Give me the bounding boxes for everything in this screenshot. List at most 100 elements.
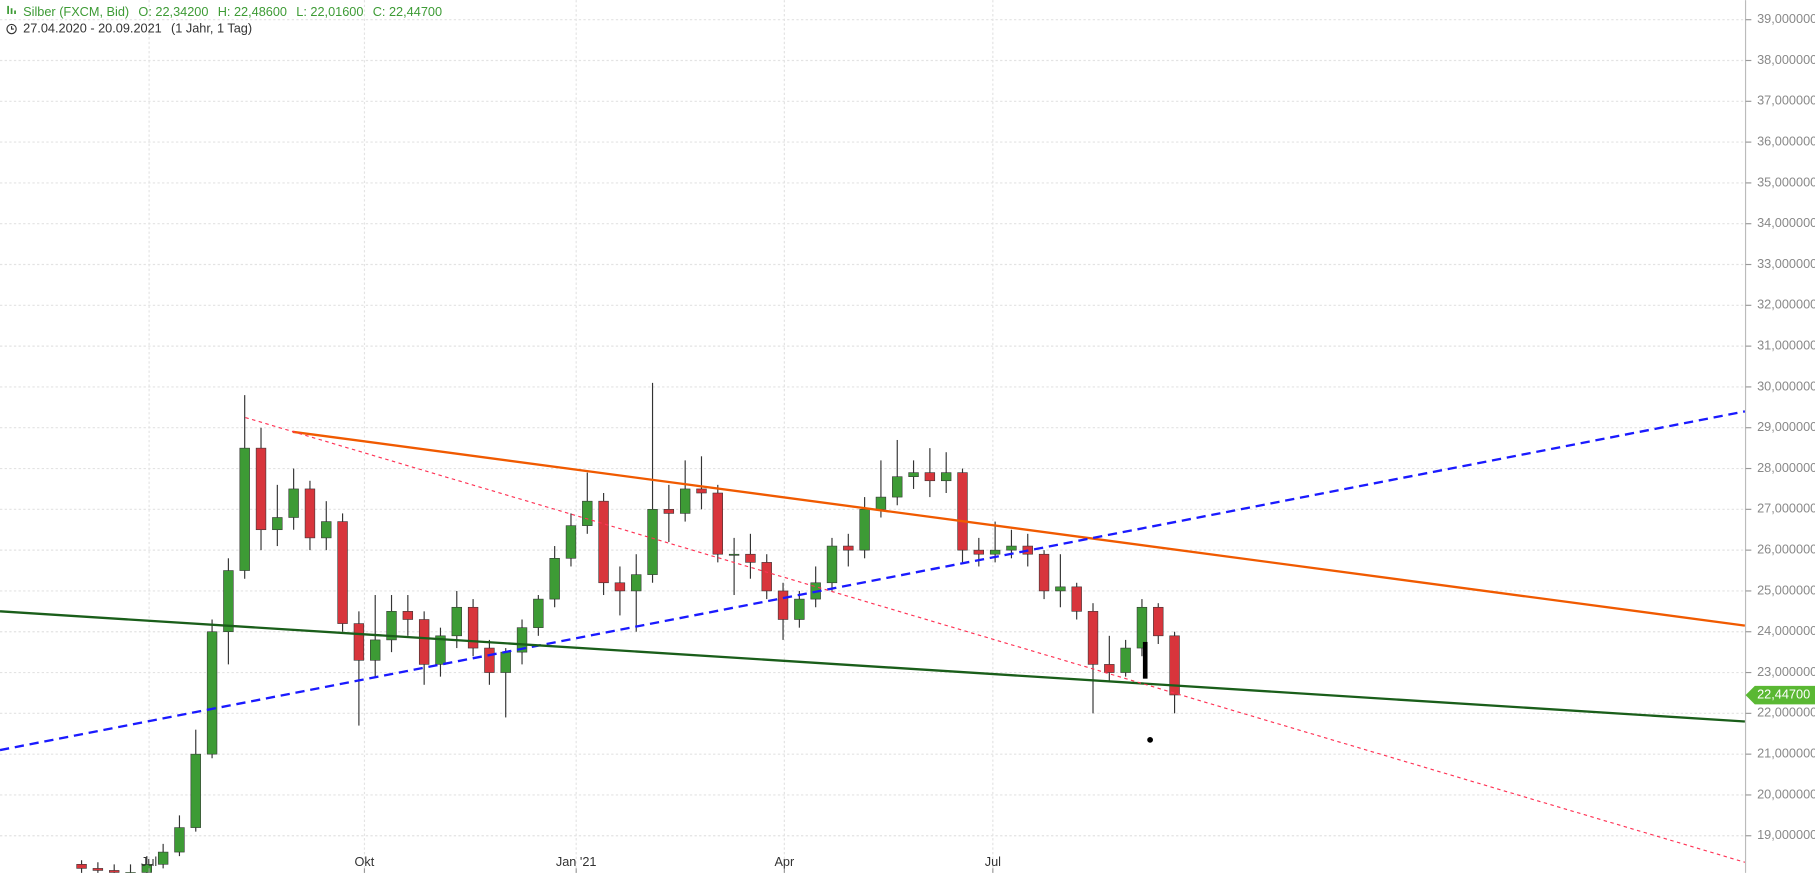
- y-tick-label: 30,000000: [1757, 378, 1815, 393]
- y-tick-label: 20,000000: [1757, 786, 1815, 801]
- candle-body: [647, 509, 658, 575]
- candle-body: [304, 488, 316, 539]
- candle-body: [239, 447, 250, 571]
- candle-body: [614, 582, 626, 592]
- axis: 19,000000 20,000000 21,000000 22,000000 23,0…: [141, 11, 1815, 873]
- candle-body: [1006, 545, 1017, 551]
- candle-body: [794, 598, 805, 620]
- candle-body: [223, 570, 234, 633]
- candle-body: [973, 549, 984, 555]
- y-tick-label: 23,000000: [1757, 664, 1815, 679]
- y-tick-label: 33,000000: [1757, 256, 1815, 271]
- candle-body: [76, 864, 87, 869]
- plot: [0, 382, 1746, 873]
- candle-body: [598, 500, 609, 584]
- candle-body: [321, 521, 332, 539]
- last-price-tag: [1745, 685, 1815, 705]
- candle-body: [353, 623, 365, 661]
- candle-body: [908, 472, 919, 477]
- y-tick-label: 24,000000: [1757, 623, 1815, 638]
- y-tick-label: 29,000000: [1757, 419, 1815, 434]
- candle-body: [467, 606, 479, 649]
- y-tick-label: 19,000000: [1757, 827, 1815, 842]
- candle-body: [386, 611, 397, 641]
- clock-hands: [10, 26, 14, 30]
- last-price-label: 22,44700: [1757, 686, 1810, 701]
- y-tick-label: 21,000000: [1757, 746, 1815, 761]
- candle-body: [402, 611, 414, 620]
- y-tick-label: 22,000000: [1757, 705, 1815, 720]
- candle-body: [843, 545, 854, 551]
- candle-body: [728, 553, 740, 556]
- candle-body: [663, 509, 675, 514]
- y-tick-label: 25,000000: [1757, 582, 1815, 597]
- y-tick-label: 28,000000: [1757, 460, 1815, 475]
- icon: [7, 5, 16, 15]
- candle-body: [892, 476, 903, 498]
- candle-body: [1120, 647, 1131, 673]
- candle-body: [206, 631, 218, 755]
- candle-body: [337, 521, 348, 624]
- candle-body: [826, 545, 838, 584]
- candle-body: [859, 509, 870, 551]
- candle-body: [1104, 664, 1115, 673]
- candle-body: [1136, 606, 1148, 649]
- candle-body: [418, 619, 430, 665]
- candle-body: [533, 598, 544, 628]
- grid: [0, 0, 1746, 873]
- ohlc-label: C: 22,44700: [373, 4, 442, 19]
- candle-body: [989, 549, 1001, 555]
- x-tick-label: Jan '21: [556, 854, 597, 869]
- y-tick-label: 31,000000: [1757, 337, 1815, 352]
- y-tick-label: 36,000000: [1757, 133, 1815, 148]
- y-tick-label: 27,000000: [1757, 501, 1815, 516]
- candle-body: [500, 651, 511, 673]
- candle-body: [1153, 606, 1164, 637]
- candle-body: [1038, 553, 1050, 592]
- candle-body: [582, 500, 593, 526]
- candle-body: [696, 488, 707, 494]
- x-tick-label: Apr: [774, 854, 795, 869]
- candle-body: [549, 558, 560, 600]
- y-tick-label: 26,000000: [1757, 541, 1815, 556]
- period: (1 Jahr, 1 Tag): [171, 20, 252, 35]
- candle-body: [435, 635, 446, 665]
- y-tick-label: 34,000000: [1757, 215, 1815, 230]
- candle-body: [288, 488, 299, 518]
- candle-body: [255, 447, 267, 531]
- candle-body: [190, 753, 201, 828]
- x-tick-label: Jul: [985, 854, 1001, 869]
- clock-icon: [6, 23, 17, 35]
- candle-body: [451, 606, 462, 637]
- x-tick-label: Jul: [141, 854, 157, 869]
- candle-body: [1055, 586, 1066, 592]
- date-range: 27.04.2020 - 20.09.2021: [23, 20, 162, 35]
- candle-body: [1087, 611, 1099, 665]
- candle-body: [631, 574, 642, 592]
- header: Silber (FXCM, Bid) 27.04.2020 - 20.09.20…: [6, 4, 442, 35]
- candle-body: [1169, 635, 1180, 696]
- candle-body: [92, 868, 104, 871]
- trend-line: [0, 410, 1746, 752]
- y-tick-label: 37,000000: [1757, 93, 1815, 108]
- candle-body: [370, 639, 381, 661]
- candle-body: [109, 870, 120, 873]
- candle-body: [516, 627, 528, 653]
- instrument: Silber (FXCM, Bid): [23, 4, 129, 19]
- candle-body: [272, 517, 283, 531]
- candle-body: [712, 492, 723, 555]
- ohlc-label: H: 22,48600: [218, 4, 287, 19]
- candle-body: [157, 851, 169, 865]
- candle-body: [484, 647, 495, 673]
- y-tick-label: 39,000000: [1757, 11, 1815, 26]
- candle-body: [924, 472, 936, 482]
- y-tick-label: 35,000000: [1757, 174, 1815, 189]
- candle-body: [777, 590, 789, 620]
- x-tick-label: Okt: [355, 854, 375, 869]
- candle-body: [1071, 586, 1082, 612]
- trend-line: [0, 610, 1745, 723]
- candle-body: [875, 496, 887, 510]
- ohlc-label: O: 22,34200: [138, 4, 208, 19]
